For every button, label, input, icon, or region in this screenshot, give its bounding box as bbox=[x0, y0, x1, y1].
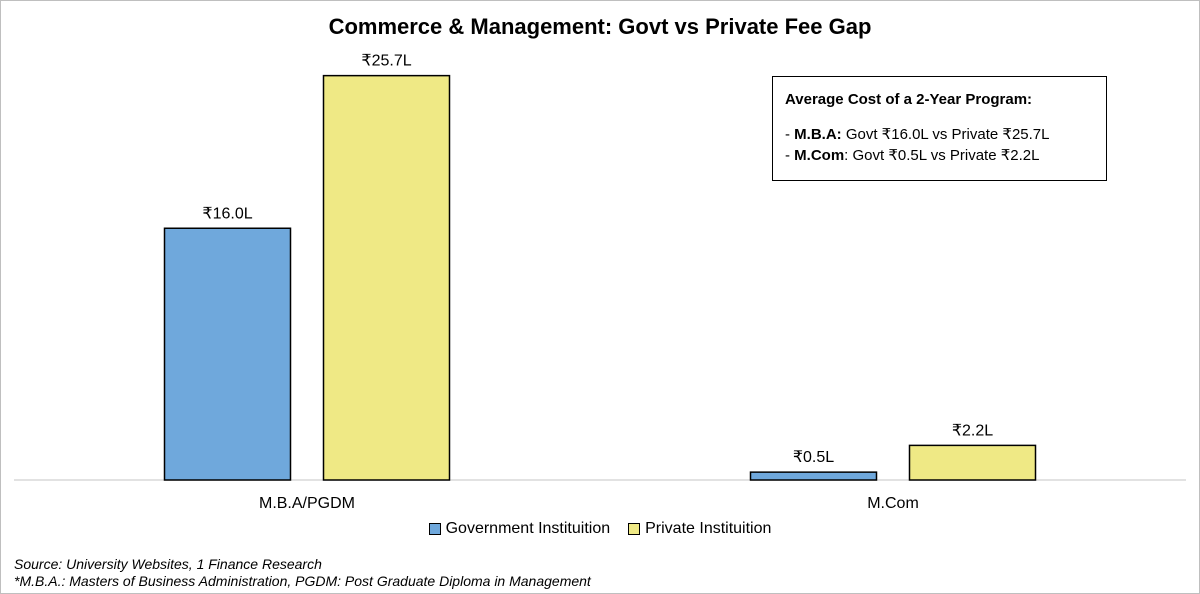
bar-government-0 bbox=[163, 227, 292, 481]
info-box-line-mba: - M.B.A: Govt ₹16.0L vs Private ₹25.7L bbox=[785, 124, 1094, 145]
bar-government-1 bbox=[749, 471, 878, 481]
info-line-bold: M.B.A: bbox=[794, 126, 842, 143]
source-note: Source: University Websites, 1 Finance R… bbox=[14, 556, 322, 572]
legend-label-private: Private Instituition bbox=[645, 520, 772, 537]
info-line-prefix: - bbox=[785, 147, 795, 164]
info-line-prefix: - bbox=[785, 126, 795, 143]
info-line-bold: M.Com bbox=[794, 147, 845, 164]
info-line-rest: Govt ₹16.0L vs Private ₹25.7L bbox=[841, 126, 1050, 143]
legend-item-private: Private Instituition bbox=[628, 520, 771, 538]
legend-swatch-government bbox=[428, 523, 441, 535]
legend: Government Instituition Private Institui… bbox=[0, 520, 1200, 538]
chart-title: Commerce & Management: Govt vs Private F… bbox=[328, 14, 872, 39]
data-label: ₹25.7L bbox=[361, 53, 411, 70]
info-box-line-mcom: - M.Com: Govt ₹0.5L vs Private ₹2.2L bbox=[785, 145, 1094, 166]
legend-swatch-private bbox=[628, 523, 641, 535]
info-box: Average Cost of a 2-Year Program: - M.B.… bbox=[772, 76, 1107, 181]
info-line-rest: : Govt ₹0.5L vs Private ₹2.2L bbox=[844, 147, 1040, 164]
legend-label-government: Government Instituition bbox=[445, 520, 611, 537]
info-box-heading: Average Cost of a 2-Year Program: bbox=[785, 91, 1033, 108]
abbreviation-note: *M.B.A.: Masters of Business Administrat… bbox=[14, 573, 591, 589]
x-tick-label: M.B.A/PGDM bbox=[259, 495, 355, 512]
legend-item-government: Government Instituition bbox=[428, 520, 611, 538]
bar-private-1 bbox=[908, 444, 1037, 481]
x-tick-label: M.Com bbox=[867, 495, 919, 512]
data-label: ₹2.2L bbox=[952, 422, 993, 439]
bar-private-0 bbox=[322, 74, 451, 481]
footnotes: Source: University Websites, 1 Finance R… bbox=[14, 556, 591, 590]
data-label: ₹0.5L bbox=[793, 449, 834, 466]
data-label: ₹16.0L bbox=[202, 205, 252, 222]
